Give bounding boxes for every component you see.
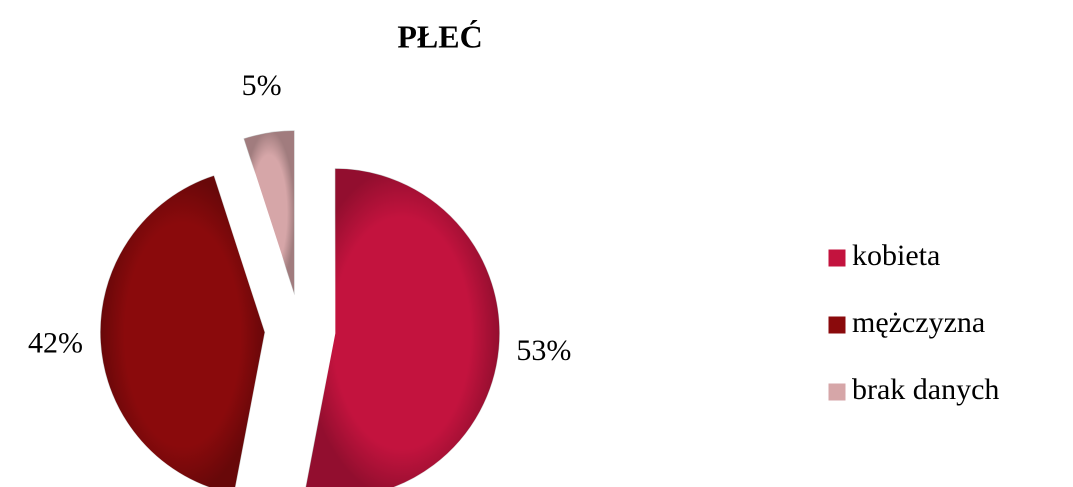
legend-swatch bbox=[827, 315, 847, 335]
pie-slice bbox=[305, 167, 501, 487]
data-label: 5% bbox=[242, 69, 282, 102]
data-label: 53% bbox=[516, 334, 571, 367]
pie: 53% 42% 5% bbox=[28, 69, 571, 487]
data-label: 42% bbox=[28, 326, 83, 359]
legend-swatch bbox=[827, 382, 847, 402]
legend-label: brak danych bbox=[852, 373, 999, 406]
legend-swatch bbox=[827, 248, 847, 268]
pie-slice bbox=[99, 174, 266, 487]
chart-title: PŁEĆ bbox=[397, 18, 482, 54]
legend-label: kobieta bbox=[852, 239, 940, 272]
legend: kobieta mężczyzna brak danych bbox=[827, 239, 999, 406]
pie-slice bbox=[242, 129, 296, 296]
legend-label: mężczyzna bbox=[852, 306, 985, 339]
